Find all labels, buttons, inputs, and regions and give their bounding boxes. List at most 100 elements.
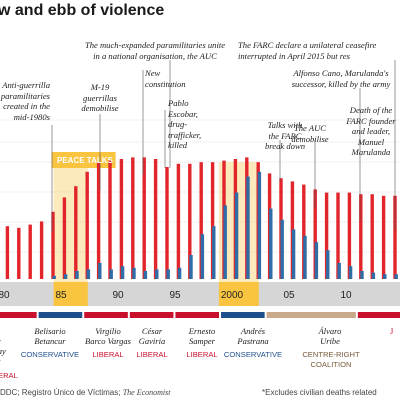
bar-blue-1985 xyxy=(63,274,68,279)
president-name-betancur: Belisario Betancur xyxy=(34,326,66,346)
x-tick-2000: 2000 xyxy=(221,290,244,301)
president-term-bar-5 xyxy=(221,312,265,318)
bar-blue-2007 xyxy=(314,242,319,279)
bar-blue-1992 xyxy=(143,271,148,279)
bar-red-1997 xyxy=(199,162,203,279)
party-label-betancur: CONSERVATIVE xyxy=(20,350,80,359)
president-term-bar-3 xyxy=(129,312,174,318)
president-name-gaviria: César Gaviria xyxy=(138,326,166,346)
party-label-pastrana: CONSERVATIVE xyxy=(223,350,283,359)
annotation-escobar: Pablo Escobar, drug- trafficker, killed xyxy=(168,98,202,151)
bar-red-1985 xyxy=(62,197,67,279)
x-tick-95: 95 xyxy=(169,290,181,301)
president-term-bar-0 xyxy=(0,312,37,318)
bar-red-2006 xyxy=(302,184,306,279)
president-term-bar-4 xyxy=(175,312,220,318)
x-axis-highlight-peace xyxy=(53,282,88,306)
bar-red-2013 xyxy=(381,195,386,279)
bar-red-1980 xyxy=(5,226,10,279)
bar-red-1995 xyxy=(176,163,181,279)
bar-red-1993 xyxy=(153,159,158,279)
bar-red-1992 xyxy=(142,157,146,279)
annotation-cano: Alfonso Cano, Marulanda's successor, kil… xyxy=(291,68,391,89)
bar-blue-1989 xyxy=(109,269,113,279)
bar-blue-1995 xyxy=(177,267,182,279)
peace-talks-label: PEACE TALKS xyxy=(57,156,113,165)
annotation-talks-break: Talks with the FARC break down xyxy=(264,120,306,152)
bar-red-2011 xyxy=(359,194,363,279)
bar-blue-1991 xyxy=(132,267,136,279)
x-tick-10: 10 xyxy=(340,290,352,301)
bar-red-2008 xyxy=(324,192,329,279)
bar-red-1989 xyxy=(108,160,112,279)
bar-red-1996 xyxy=(188,163,192,279)
party-label-samper: LIBERAL xyxy=(186,350,218,359)
bar-blue-2012 xyxy=(371,272,376,279)
bar-red-1983 xyxy=(39,221,44,279)
bar-red-2010 xyxy=(347,192,352,279)
party-label-uribe: CENTRE-RIGHT COALITION xyxy=(302,350,360,369)
bar-red-1984 xyxy=(51,211,55,279)
x-axis-highlight-2000 xyxy=(218,282,259,306)
x-tick-05: 05 xyxy=(283,290,295,301)
bar-blue-2001 xyxy=(246,176,250,279)
bar-blue-1986 xyxy=(75,271,79,279)
bar-blue-1988 xyxy=(98,263,102,279)
bar-blue-2008 xyxy=(326,250,330,279)
bar-red-1987 xyxy=(85,171,89,279)
party-label-barco: LIBERAL xyxy=(92,350,124,359)
bar-red-1990 xyxy=(119,159,124,279)
president-term-bar-6 xyxy=(266,312,356,318)
bar-blue-2010 xyxy=(348,266,353,279)
annotation-auc-unite: The much-expanded paramilitaries unite i… xyxy=(84,40,226,61)
president-name-barco: Virgilio Barco Vargas xyxy=(85,326,131,346)
president-name-uribe: Álvaro Uribe xyxy=(318,326,342,346)
bar-blue-2005 xyxy=(291,229,296,279)
president-name-pastrana: Andrés Pastrana xyxy=(237,326,269,346)
footnote: *Excludes civilian deaths related xyxy=(262,388,377,397)
chart-title: w and ebb of violence xyxy=(0,2,165,19)
bar-red-2009 xyxy=(336,192,340,279)
bar-blue-1999 xyxy=(223,205,227,279)
bar-red-2012 xyxy=(370,194,374,279)
x-tick-80: 80 xyxy=(0,290,10,301)
bar-blue-1996 xyxy=(189,255,193,279)
party-label-cut: ERAL xyxy=(0,371,18,380)
bar-blue-2011 xyxy=(360,271,364,279)
bar-blue-1998 xyxy=(212,226,216,279)
bar-blue-2013 xyxy=(383,274,387,279)
bar-red-1986 xyxy=(74,186,78,279)
bar-red-1982 xyxy=(28,224,32,279)
bar-red-1991 xyxy=(131,157,135,279)
bar-blue-1993 xyxy=(155,269,159,279)
annotation-marulanda: Death of the FARC founder and leader, Ma… xyxy=(346,105,396,158)
x-tick-85: 85 xyxy=(55,290,67,301)
bar-blue-1987 xyxy=(86,269,91,279)
bar-blue-2003 xyxy=(269,208,273,279)
bar-red-1988 xyxy=(96,162,101,279)
president-term-bar-2 xyxy=(84,312,128,318)
party-label-gaviria: LIBERAL xyxy=(136,350,168,359)
annotation-auc-demobilise: The AUC demobilise xyxy=(291,123,329,144)
bar-blue-1997 xyxy=(200,234,205,279)
bar-blue-1994 xyxy=(166,269,170,279)
x-tick-90: 90 xyxy=(112,290,124,301)
bar-red-1998 xyxy=(210,162,215,279)
bar-blue-2006 xyxy=(303,235,307,279)
president-term-bar-1 xyxy=(38,312,83,318)
bar-blue-1990 xyxy=(120,266,125,279)
annotation-paramilitaries: Anti-guerrilla paramilitaries created in… xyxy=(0,80,50,122)
bar-red-1981 xyxy=(17,227,21,279)
bar-blue-2014 xyxy=(394,274,398,279)
annotation-m19: M-19 guerrillas demobilise xyxy=(81,82,119,114)
bar-red-2007 xyxy=(313,189,317,279)
president-name-samper: Ernesto Samper xyxy=(188,326,216,346)
source-note: DDC; Registro Único de Víctimas; The Eco… xyxy=(0,388,171,397)
president-term-bar-7 xyxy=(357,312,400,318)
bar-blue-1984 xyxy=(52,275,56,279)
bar-blue-2004 xyxy=(280,219,284,279)
annotation-constitution: New constitution xyxy=(145,68,186,89)
bar-blue-2000 xyxy=(234,192,239,279)
annotation-farc-ceasefire: The FARC declare a unilateral ceasefire … xyxy=(238,40,377,61)
